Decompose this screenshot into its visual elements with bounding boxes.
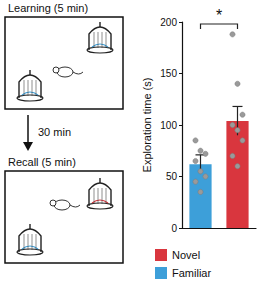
svg-text:Recall (5 min): Recall (5 min) [8,156,76,168]
svg-text:150: 150 [160,68,177,79]
svg-text:50: 50 [166,171,178,182]
svg-text:Exploration time (s): Exploration time (s) [141,78,153,173]
svg-text:30 min: 30 min [38,126,71,138]
svg-text:Novel: Novel [172,249,200,261]
svg-text:0: 0 [171,223,177,234]
svg-text:Familiar: Familiar [172,267,211,279]
svg-text:Learning (5 min): Learning (5 min) [8,2,88,14]
svg-text:100: 100 [160,120,177,131]
svg-text:200: 200 [160,17,177,28]
svg-text:*: * [216,7,222,24]
